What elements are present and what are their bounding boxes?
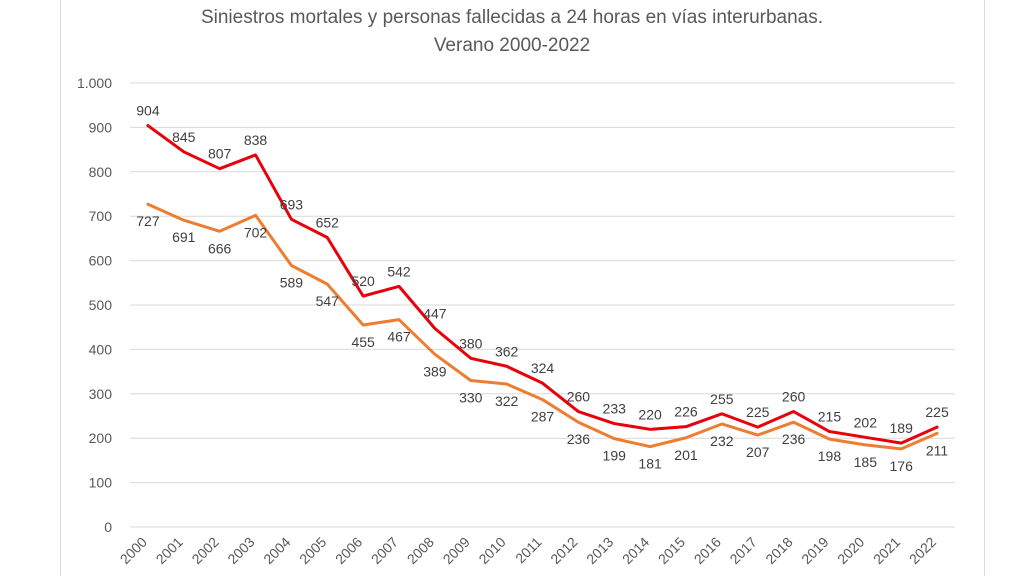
data-label-series-2: 691 (172, 229, 196, 245)
data-label-series-1: 380 (459, 335, 483, 351)
data-label-series-2: 322 (495, 393, 519, 409)
x-tick-label: 2021 (870, 534, 903, 567)
y-tick-label: 0 (104, 519, 112, 535)
x-tick-label: 2007 (368, 534, 401, 567)
data-label-series-1: 220 (638, 406, 662, 422)
x-tick-label: 2016 (691, 534, 724, 567)
data-label-series-1: 845 (172, 129, 196, 145)
data-label-series-2: 547 (316, 293, 340, 309)
x-tick-label: 2019 (798, 534, 831, 567)
data-label-series-2: 207 (746, 444, 770, 460)
x-tick-label: 2004 (260, 534, 293, 567)
data-label-series-2: 455 (351, 334, 375, 350)
x-tick-label: 2001 (153, 534, 186, 567)
x-tick-label: 2005 (296, 534, 329, 567)
data-label-series-2: 727 (136, 213, 160, 229)
series-line-2 (146, 202, 939, 451)
data-label-series-1: 255 (710, 391, 734, 407)
data-label-series-1: 838 (244, 132, 268, 148)
data-label-series-2: 330 (459, 389, 483, 405)
data-label-series-1: 225 (925, 404, 949, 420)
data-label-series-1: 652 (316, 215, 340, 231)
data-label-series-1: 447 (423, 306, 447, 322)
x-tick-label: 2014 (619, 534, 652, 567)
data-label-series-1: 542 (387, 263, 411, 279)
x-tick-label: 2002 (188, 534, 221, 567)
chart-title-line2: Verano 2000-2022 (433, 35, 591, 56)
data-label-series-2: 211 (926, 442, 949, 458)
x-tick-label: 2020 (834, 534, 867, 567)
data-label-series-1: 215 (818, 409, 842, 425)
data-label-series-2: 467 (387, 329, 411, 345)
x-tick-label: 2013 (583, 534, 616, 567)
y-tick-label: 900 (89, 119, 113, 135)
x-tick-label: 2006 (332, 534, 365, 567)
data-label-series-1: 226 (674, 404, 698, 420)
y-tick-label: 400 (89, 341, 113, 357)
data-label-series-2: 666 (208, 240, 232, 256)
data-label-series-1: 225 (746, 404, 770, 420)
x-tick-label: 2008 (404, 534, 437, 567)
chart-title: Siniestros mortales y personas fallecida… (0, 4, 1024, 60)
chart-title-line1: Siniestros mortales y personas fallecida… (200, 7, 824, 28)
x-tick-label: 2010 (475, 534, 508, 567)
y-tick-label: 500 (89, 297, 113, 313)
data-label-series-1: 189 (890, 420, 914, 436)
data-label-series-2: 198 (818, 448, 842, 464)
x-tick-label: 2000 (117, 534, 150, 567)
data-label-series-2: 389 (423, 363, 447, 379)
x-tick-label: 2011 (512, 534, 545, 567)
data-label-series-2: 201 (674, 447, 698, 463)
data-label-series-1: 233 (603, 401, 627, 417)
data-label-series-1: 202 (854, 414, 878, 430)
data-label-series-1: 904 (136, 103, 160, 119)
data-label-series-1: 520 (351, 273, 375, 289)
y-tick-label: 300 (89, 386, 113, 402)
data-label-series-2: 181 (638, 456, 662, 472)
data-label-series-2: 287 (531, 409, 555, 425)
y-tick-label: 800 (89, 164, 113, 180)
x-tick-label: 2017 (726, 534, 759, 567)
x-tick-label: 2009 (440, 534, 473, 567)
series-line-1 (146, 124, 939, 445)
data-label-series-1: 324 (531, 360, 555, 376)
data-label-series-2: 199 (603, 448, 627, 464)
y-tick-label: 1.000 (77, 75, 112, 91)
data-label-series-2: 236 (567, 431, 591, 447)
data-label-series-1: 260 (567, 389, 591, 405)
y-tick-label: 700 (89, 208, 113, 224)
data-label-series-2: 232 (710, 433, 734, 449)
data-label-series-2: 236 (782, 431, 806, 447)
data-label-series-2: 185 (854, 454, 878, 470)
data-label-series-2: 176 (890, 458, 914, 474)
y-tick-label: 600 (89, 253, 113, 269)
x-tick-label: 2022 (906, 534, 939, 567)
x-tick-label: 2018 (762, 534, 795, 567)
data-label-series-1: 260 (782, 389, 806, 405)
y-tick-label: 100 (89, 475, 113, 491)
y-tick-label: 200 (89, 430, 113, 446)
x-tick-label: 2003 (224, 534, 257, 567)
data-label-series-2: 702 (244, 224, 268, 240)
chart-frame (60, 0, 985, 576)
data-label-series-1: 693 (280, 196, 304, 212)
x-tick-label: 2015 (655, 534, 688, 567)
data-label-series-2: 589 (280, 274, 304, 290)
x-tick-label: 2012 (547, 534, 580, 567)
data-label-series-1: 362 (495, 343, 519, 359)
data-label-series-1: 807 (208, 146, 232, 162)
